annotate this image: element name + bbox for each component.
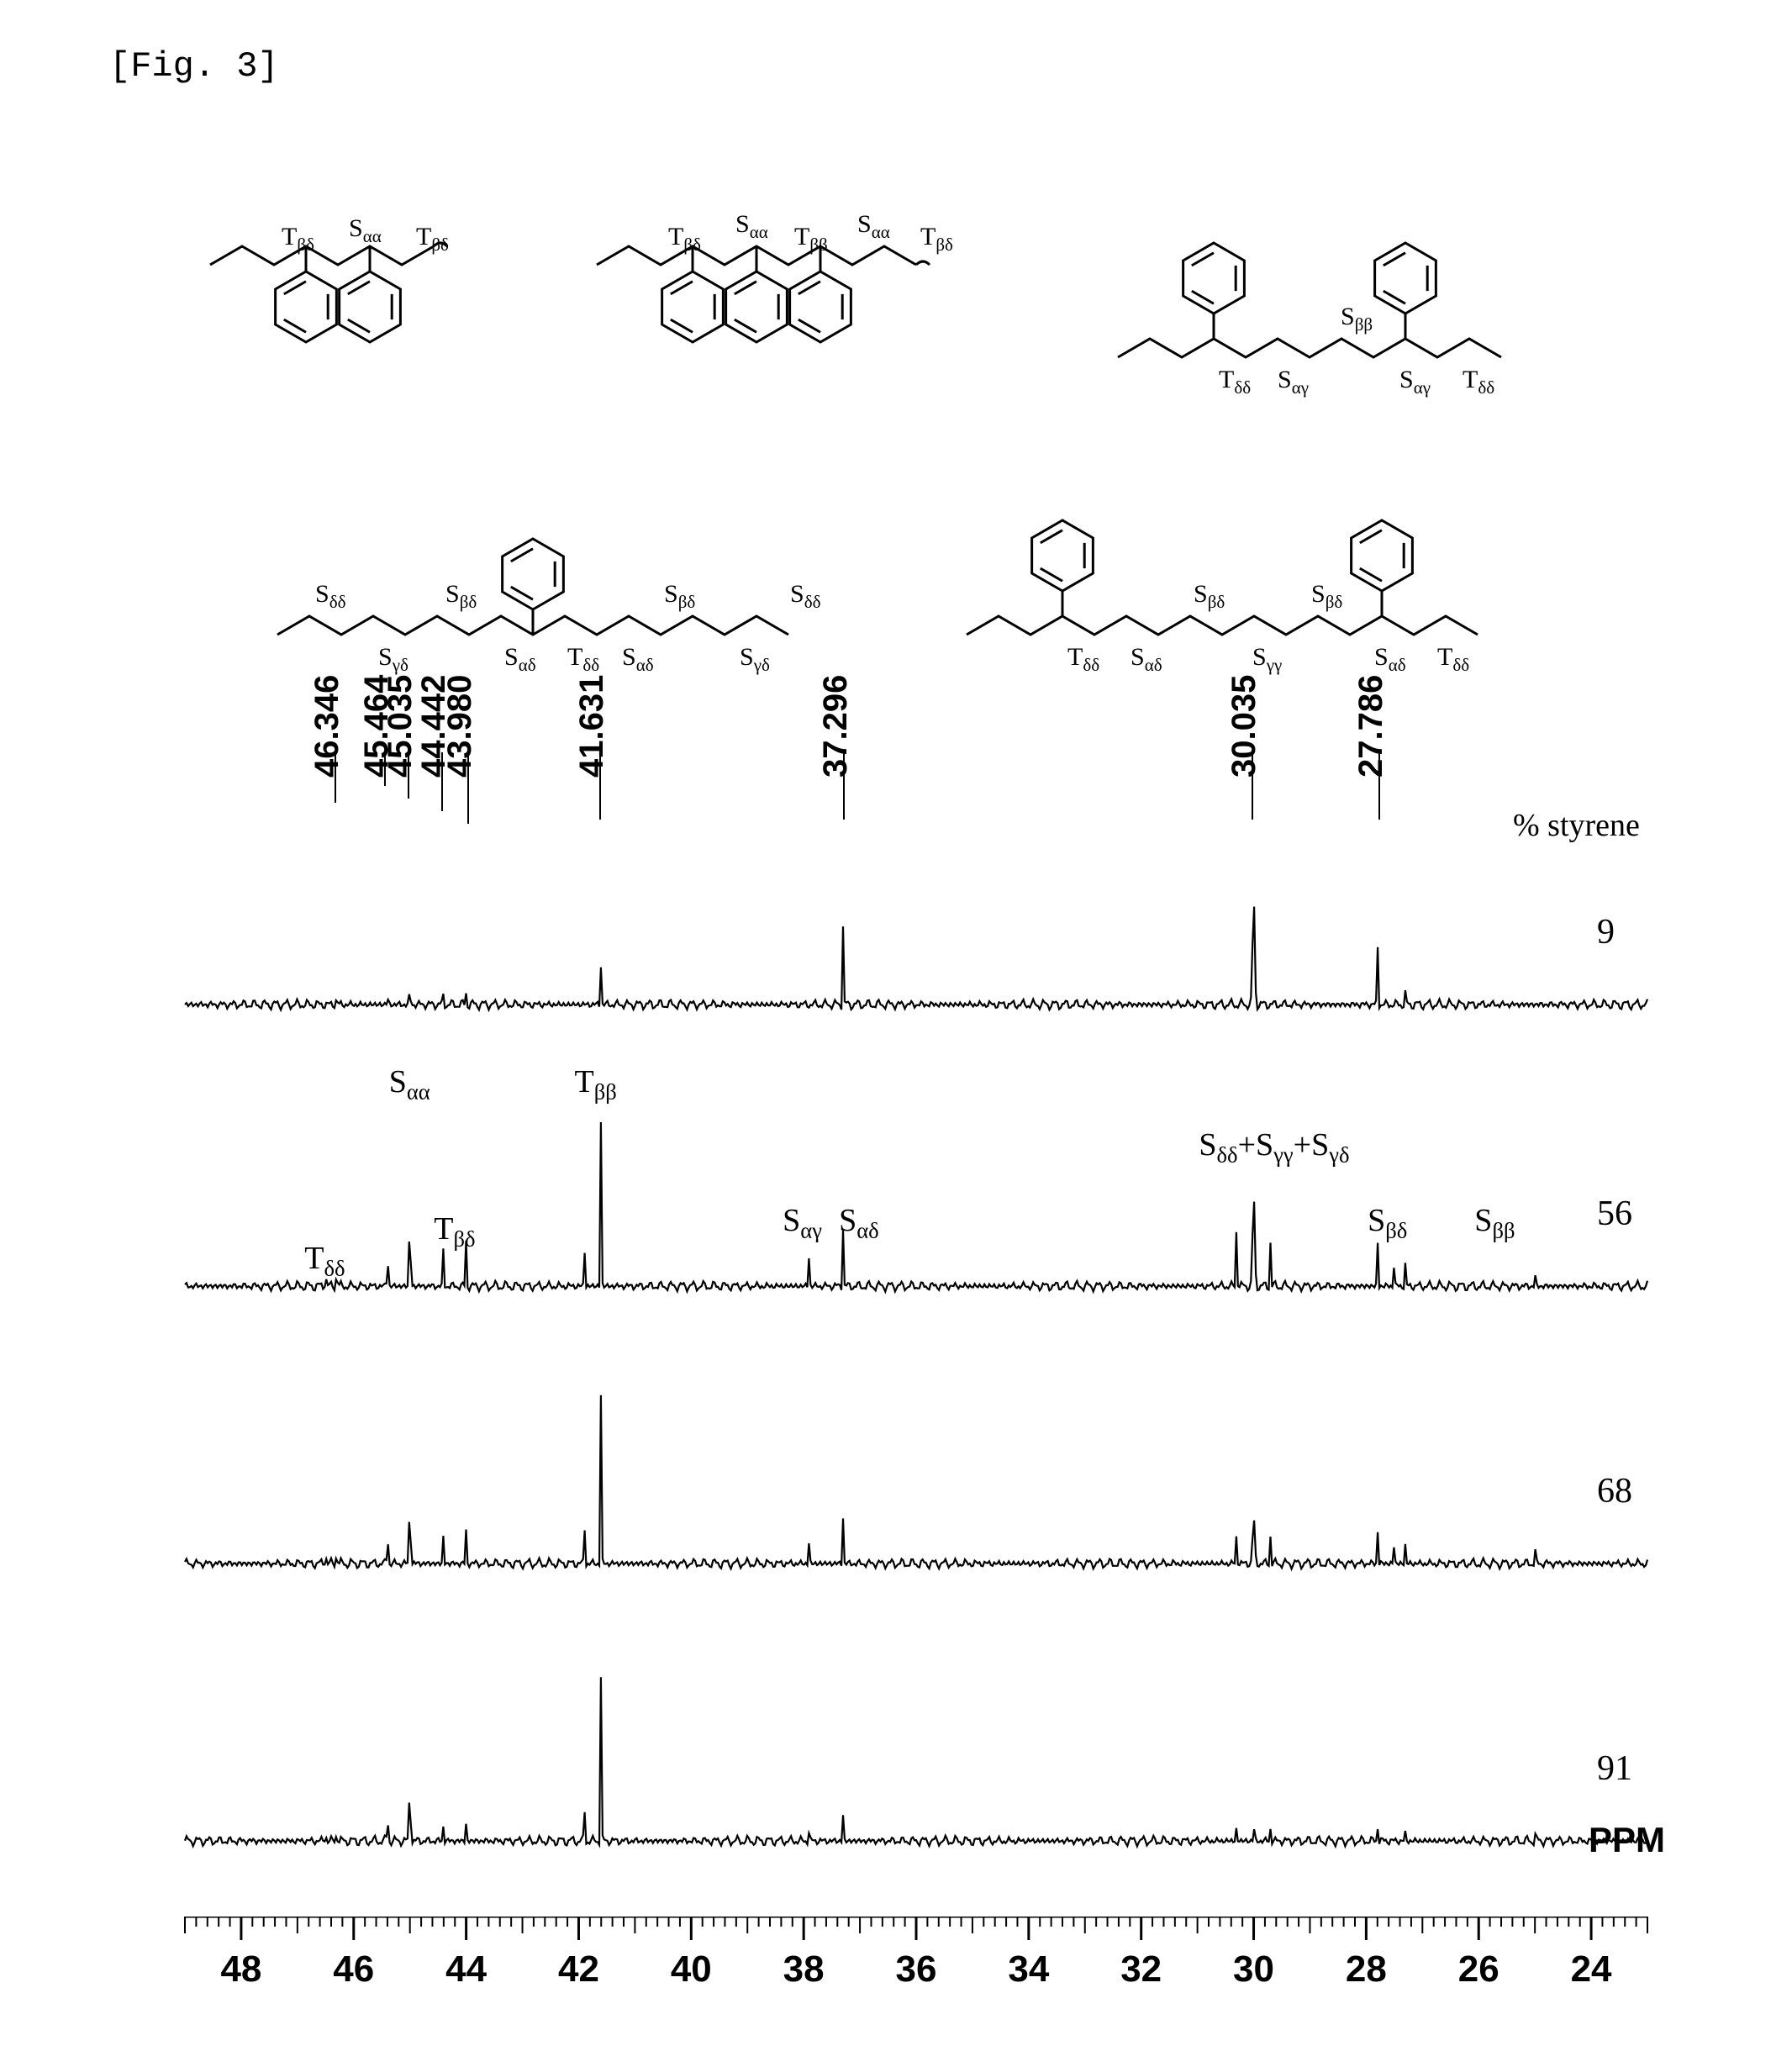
styrene-percent-value: 91: [1597, 1748, 1632, 1789]
carbon-assignment-label: Sαα: [349, 214, 382, 247]
peak-assignment-label: Tδδ: [304, 1240, 345, 1282]
peak-ppm-value: 46.346: [308, 675, 346, 778]
peak-tick-line: [335, 752, 336, 803]
nmr-spectrum-trace: [151, 1614, 1681, 1866]
peak-assignment-label: Sββ: [1474, 1202, 1515, 1244]
carbon-assignment-label: Sβδ: [664, 580, 695, 613]
nmr-spectrum-trace: [151, 1059, 1681, 1311]
peak-tick-line: [599, 752, 601, 820]
axis-tick-label: 40: [666, 1948, 716, 1991]
carbon-assignment-label: Tδδ: [1067, 643, 1099, 676]
styrene-percent-value: 9: [1597, 912, 1615, 952]
carbon-assignment-label: Sαγ: [1399, 366, 1431, 398]
peak-tick-line: [1378, 752, 1380, 820]
peak-tick-line: [843, 752, 845, 820]
peak-ppm-value: 27.786: [1352, 675, 1390, 778]
peak-ppm-value: 30.035: [1225, 675, 1263, 778]
styrene-percent-value: 56: [1597, 1194, 1632, 1234]
axis-tick-label: 36: [891, 1948, 941, 1991]
axis-tick-label: 44: [441, 1948, 492, 1991]
carbon-assignment-label: Sαα: [857, 210, 890, 243]
peak-tick-line: [408, 752, 409, 799]
carbon-assignment-label: Sβδ: [1311, 580, 1342, 613]
peak-assignment-label: Sαδ: [839, 1202, 879, 1244]
figure-label: [Fig. 3]: [109, 46, 279, 87]
carbon-assignment-label: Sαγ: [1278, 366, 1309, 398]
peak-assignment-label: Sαα: [389, 1063, 430, 1105]
axis-tick-label: 34: [1004, 1948, 1054, 1991]
carbon-assignment-label: Sβδ: [445, 580, 477, 613]
axis-tick-label: 26: [1453, 1948, 1504, 1991]
carbon-assignment-label: Tδδ: [567, 643, 599, 676]
carbon-assignment-label: Tβδ: [416, 223, 449, 256]
peak-tick-line: [1252, 752, 1253, 820]
carbon-assignment-label: Sαα: [735, 210, 768, 243]
carbon-assignment-label: Sγγ: [1252, 643, 1282, 676]
peak-ppm-value: 37.296: [817, 675, 855, 778]
peak-tick-line: [467, 752, 469, 824]
carbon-assignment-label: Tββ: [794, 223, 828, 256]
axis-tick-label: 42: [553, 1948, 603, 1991]
styrene-percent-value: 68: [1597, 1471, 1632, 1511]
peak-assignment-label: Sδδ+Sγγ+Sγδ: [1199, 1126, 1349, 1168]
axis-tick-label: 38: [778, 1948, 829, 1991]
carbon-assignment-label: Sαδ: [1131, 643, 1162, 676]
axis-tick-label: 32: [1116, 1948, 1167, 1991]
peak-assignment-label: Sαγ: [783, 1202, 822, 1244]
peak-ppm-value: 45.035: [382, 675, 419, 778]
carbon-assignment-label: Tβδ: [668, 223, 701, 256]
axis-tick-label: 48: [216, 1948, 266, 1991]
peak-assignment-label: Sβδ: [1368, 1202, 1407, 1244]
axis-tick-label: 46: [329, 1948, 379, 1991]
peak-assignment-label: Tββ: [575, 1063, 617, 1105]
ppm-axis: 48 46 44 42 40 38 36 34 32 30 28 26 24: [0, 1917, 1792, 2022]
carbon-assignment-label: Sγδ: [378, 643, 408, 676]
axis-tick-label: 24: [1566, 1948, 1616, 1991]
nmr-spectrum-trace: [151, 1337, 1681, 1589]
carbon-assignment-label: Sαδ: [1374, 643, 1406, 676]
peak-ppm-value: 41.631: [573, 675, 611, 778]
peak-ppm-value: 43.980: [441, 675, 479, 778]
carbon-assignment-label: Sδδ: [315, 580, 345, 613]
nmr-spectrum-trace: [151, 862, 1681, 1030]
carbon-assignment-label: Tβδ: [282, 223, 314, 256]
carbon-assignment-label: Tβδ: [920, 223, 953, 256]
carbon-assignment-label: Sδδ: [790, 580, 820, 613]
carbon-assignment-label: Sαδ: [504, 643, 536, 676]
styrene-percent-header: % styrene: [1513, 807, 1640, 844]
carbon-assignment-label: Sββ: [1341, 303, 1373, 335]
carbon-assignment-label: Tδδ: [1219, 366, 1251, 398]
carbon-assignment-label: Tδδ: [1463, 366, 1494, 398]
axis-tick-label: 30: [1229, 1948, 1279, 1991]
carbon-assignment-label: Sαδ: [622, 643, 654, 676]
carbon-assignment-label: Sβδ: [1194, 580, 1225, 613]
ppm-axis-label: PPM: [1589, 1820, 1665, 1860]
axis-tick-label: 28: [1341, 1948, 1391, 1991]
carbon-assignment-label: Tδδ: [1437, 643, 1469, 676]
carbon-assignment-label: Sγδ: [740, 643, 770, 676]
peak-assignment-label: Tβδ: [434, 1210, 475, 1252]
